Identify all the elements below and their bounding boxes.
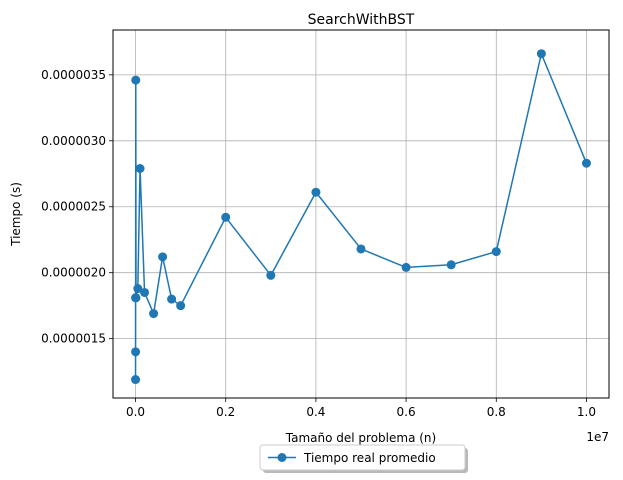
data-point [133,284,143,294]
data-point [176,301,186,311]
data-point [140,287,150,297]
x-tick-label: 0.0 [126,405,145,419]
data-point [131,375,141,385]
data-point [135,163,145,173]
x-axis-ticks: 0.0 0.2 0.4 0.6 0.8 1.0 [126,398,596,419]
data-point [581,158,591,168]
x-tick-label: 0.2 [216,405,235,419]
data-point [356,244,366,254]
y-tick-label: 0.0000015 [41,332,106,346]
data-point [311,187,321,197]
series-line [134,52,588,381]
data-point [266,270,276,280]
data-point [131,75,141,85]
y-tick-label: 0.0000035 [41,68,106,82]
x-tick-label: 0.8 [487,405,506,419]
legend-marker [277,453,287,462]
x-axis-label: Tamaño del problema (n) [285,431,436,445]
chart-title: SearchWithBST [308,12,415,28]
data-point [149,309,159,319]
data-point [446,260,456,270]
y-tick-label: 0.0000025 [41,200,106,214]
data-point [131,347,141,357]
x-tick-label: 0.6 [397,405,416,419]
y-tick-label: 0.0000020 [41,266,106,280]
y-axis-ticks: 0.0000015 0.0000020 0.0000025 0.0000030 0.00… [41,68,113,346]
plot-frame [112,29,610,399]
y-axis-label: Tiempo (s) [9,182,23,247]
y-tick-label: 0.0000030 [41,134,106,148]
data-point [491,247,501,257]
data-point [158,252,168,262]
data-point [131,293,141,303]
legend-box [259,444,466,471]
x-tick-label: 0.4 [306,405,325,419]
legend-label: Tiempo real promedio [303,451,436,465]
x-tick-label: 1.0 [577,405,596,419]
x-axis-offset-label: 1e7 [586,430,609,444]
series-layer [131,49,591,385]
data-point [401,262,411,272]
data-point [221,212,231,222]
data-point [536,49,546,59]
data-point [167,294,177,304]
legend: Tiempo real promedio [259,444,468,473]
grid [113,30,609,398]
